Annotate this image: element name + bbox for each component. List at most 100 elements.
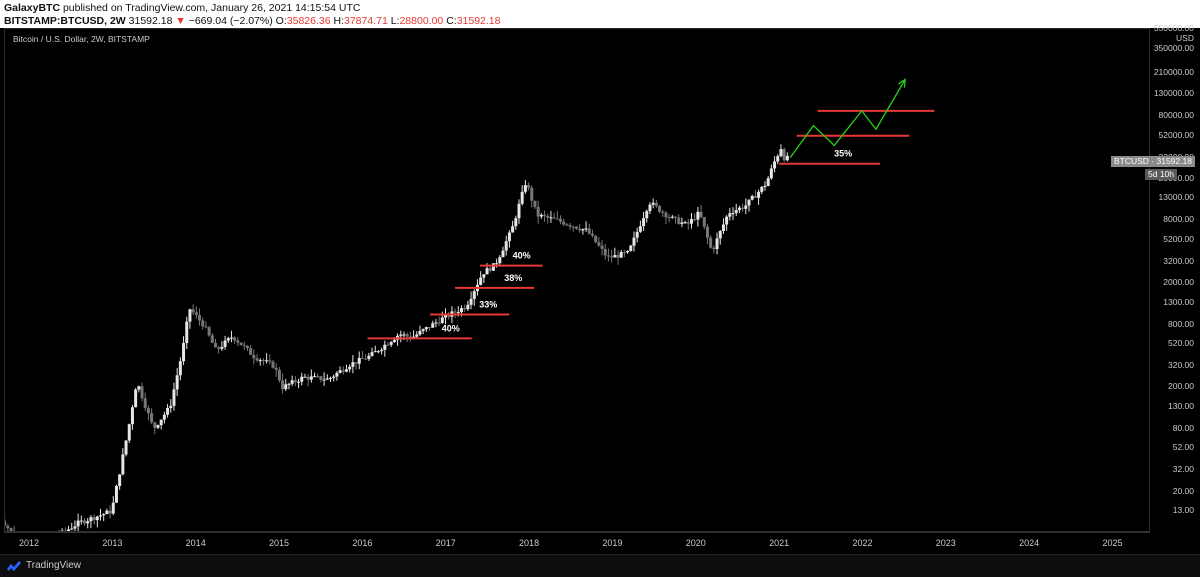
candle-up <box>504 241 508 251</box>
candle-down <box>753 196 757 198</box>
low-value: 28800.00 <box>399 15 444 27</box>
candle-down <box>555 218 559 220</box>
candle-up <box>348 366 352 370</box>
candle-up <box>619 252 623 258</box>
candle-down <box>741 207 745 209</box>
y-tick-label: 800.00 <box>1168 318 1194 329</box>
candle-down <box>552 217 556 219</box>
candle-up <box>498 257 502 264</box>
candle-down <box>543 214 547 216</box>
publish-header: GalaxyBTC published on TradingView.com, … <box>0 0 1200 28</box>
candle-down <box>204 326 208 328</box>
candle-down <box>782 149 786 161</box>
candle-down <box>677 217 681 224</box>
y-tick-label: 8000.00 <box>1163 214 1194 225</box>
candle-up <box>287 383 291 385</box>
percent-label: 33% <box>479 300 497 310</box>
candle-up <box>683 222 687 224</box>
projection-path <box>789 79 906 159</box>
candle-down <box>271 361 275 368</box>
candle-up <box>734 210 738 214</box>
price-axis[interactable]: 550000.00 350000.00 210000.00 130000.00 8000… <box>1150 23 1200 532</box>
candle-up <box>648 204 652 212</box>
x-tick-label: 2018 <box>519 538 540 548</box>
candle-down <box>686 222 690 224</box>
candle-up <box>523 185 527 192</box>
candle-up <box>76 520 80 527</box>
candle-up <box>444 314 448 318</box>
x-tick-label: 2020 <box>685 538 706 548</box>
percent-label: 40% <box>513 251 531 261</box>
candle-up <box>159 419 163 426</box>
x-tick-label: 2019 <box>602 538 623 548</box>
tradingview-logo-icon[interactable] <box>6 559 22 573</box>
candle-down <box>245 345 249 349</box>
candle-down <box>261 360 265 362</box>
candle-down <box>658 205 662 212</box>
candle-down <box>574 226 578 229</box>
low-label: L: <box>390 15 400 27</box>
candle-up <box>431 323 435 328</box>
candle-down <box>92 517 96 521</box>
chart-pane[interactable]: 40% 33% 38% 40% 35% Bitcoin / U.S. Dollar, 2… <box>4 28 1150 532</box>
candle-up <box>680 222 684 224</box>
candle-up <box>728 213 732 217</box>
last-price: 31592.18 <box>128 15 173 27</box>
candle-up <box>367 355 371 359</box>
y-tick-label: 52.00 <box>1172 442 1194 453</box>
candle-down <box>699 211 703 218</box>
brand-label[interactable]: TradingView <box>26 560 82 571</box>
candle-up <box>491 263 495 271</box>
candle-down <box>667 217 671 219</box>
x-tick-label: 2017 <box>435 538 456 548</box>
candle-up <box>485 268 489 275</box>
candle-up <box>329 377 333 379</box>
candle-up <box>769 168 773 179</box>
y-tick-label: 550000.00 <box>1153 23 1194 33</box>
candle-up <box>89 517 93 522</box>
candle-up <box>501 250 505 258</box>
candle-up <box>459 308 463 313</box>
candle-down <box>463 308 467 310</box>
candle-up <box>479 277 483 285</box>
candle-down <box>143 398 147 409</box>
candle-up <box>670 216 674 218</box>
candle-up <box>169 405 173 409</box>
time-axis[interactable]: 2012 2013 2014 2015 2016 2017 2018 2019 2020 2021… <box>4 532 1150 555</box>
candle-up <box>137 386 141 390</box>
candle-up <box>495 263 499 265</box>
candle-down <box>527 185 531 188</box>
candle-down <box>712 247 716 250</box>
candle-up <box>67 529 71 531</box>
candle-up <box>344 369 348 372</box>
candle-down <box>239 342 243 346</box>
x-tick-label: 2024 <box>1019 538 1040 548</box>
y-tick-label: 52000.00 <box>1158 129 1194 140</box>
x-tick-label: 2023 <box>935 538 956 548</box>
price-chart[interactable]: 40% 33% 38% 40% 35% <box>5 29 1150 532</box>
candle-down <box>153 422 157 428</box>
candle-down <box>194 312 198 316</box>
candle-down <box>198 315 202 321</box>
percent-label: 38% <box>504 273 522 283</box>
y-tick-label: 32.00 <box>1172 464 1194 475</box>
open-value: 35826.36 <box>286 15 331 27</box>
candle-down <box>293 380 297 383</box>
candle-down <box>578 228 582 231</box>
candle-up <box>760 186 764 192</box>
candle-up <box>638 226 642 232</box>
candle-up <box>325 378 329 380</box>
candle-down <box>316 376 320 378</box>
candle-up <box>434 322 438 324</box>
y-tick-label: 3200.00 <box>1163 255 1194 266</box>
candle-up <box>750 196 754 200</box>
candle-up <box>351 362 355 367</box>
candle-up <box>130 407 134 425</box>
x-tick-label: 2015 <box>269 538 290 548</box>
author-name[interactable]: GalaxyBTC <box>4 2 61 14</box>
candle-down <box>268 360 272 362</box>
chart-legend: Bitcoin / U.S. Dollar, 2W, BITSTAMP <box>13 34 150 44</box>
candle-up <box>626 250 630 253</box>
candle-down <box>5 520 7 526</box>
candle-up <box>389 342 393 345</box>
